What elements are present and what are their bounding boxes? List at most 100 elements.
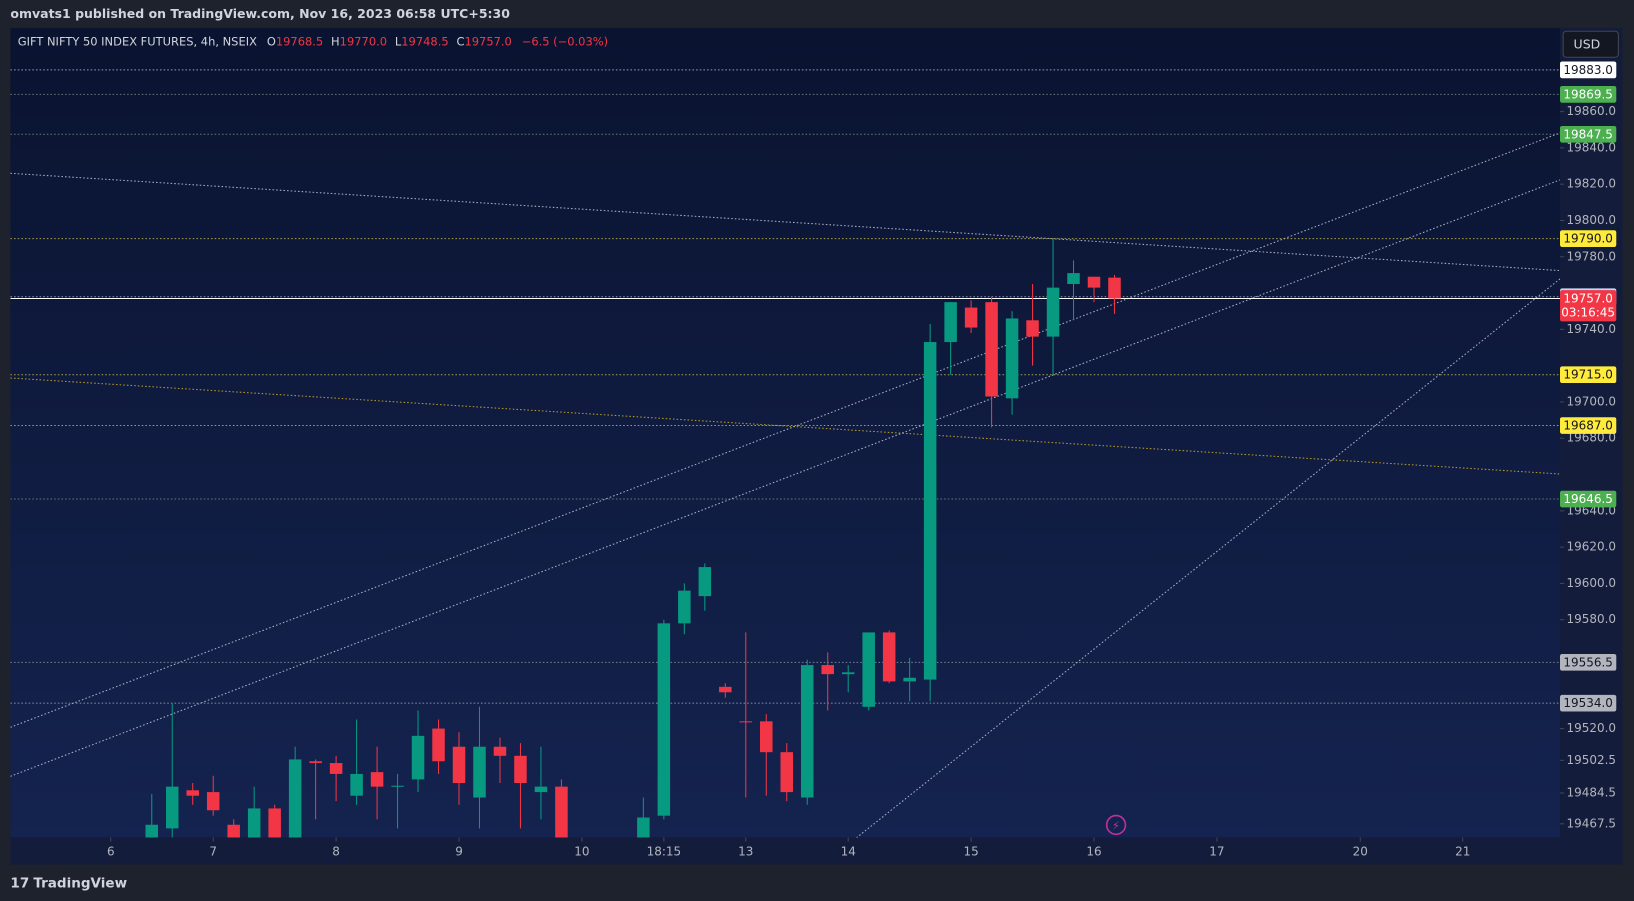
x-tick-label: 10 [574,845,589,859]
currency[interactable]: USD [1574,36,1601,51]
trend-line [10,179,1561,777]
plot-area [10,28,1561,838]
legend-value: 19768.5 [276,34,323,48]
candle-body [678,590,691,624]
candle-body [329,763,343,774]
y-tick-label: 19680.0 [1567,431,1617,445]
x-tick-label: 8 [332,845,340,859]
alert-icon[interactable] [1105,814,1127,836]
candle-body [862,632,875,707]
x-tick-label: 18:15 [647,845,682,859]
candle-body [739,721,753,723]
price-tag [1560,86,1617,103]
candle-body [452,746,466,784]
candle-body [1026,320,1039,337]
candle-body [555,786,568,838]
y-tick-label: 19600.0 [1567,576,1617,590]
x-tick-label: 6 [107,845,115,859]
legend-value: 19770.0 [340,34,387,48]
price-tag [1560,417,1617,434]
candle-body [1005,318,1019,399]
candle-body [1046,287,1060,337]
x-tick-label: 17 [1209,845,1224,859]
trend-line [856,278,1561,838]
candle-body [841,672,855,675]
y-tick-label: 19840.0 [1567,140,1617,154]
candle-body [698,567,712,597]
symbol: GIFT NIFTY 50 INDEX FUTURES, 4h, NSEIX [18,34,257,48]
candle-body [411,735,425,780]
candle-body [186,790,199,796]
candle-body [800,665,814,798]
price-tag [1560,290,1617,322]
y-tick-label: 19467.5 [1567,816,1617,830]
y-tick-label: 19580.0 [1567,612,1617,626]
candle-body [821,665,834,675]
x-tick-label: 14 [841,845,856,859]
countdown: 03:16:45 [1561,306,1615,320]
price-tag-label: 19715.0 [1563,368,1613,382]
legend: GIFT NIFTY 50 INDEX FUTURES, 4h, NSEIX O… [18,34,608,48]
alert-glyph[interactable]: ⚡ [1112,819,1120,833]
plot [10,69,1561,838]
candle-body [944,302,957,343]
x-tick-label: 13 [738,845,753,859]
candle-body [432,728,445,762]
y-tick-label: 19700.0 [1567,394,1617,408]
candle-body [903,677,916,682]
currency-button[interactable] [1562,30,1619,58]
y-tick-label: 19860.0 [1567,104,1617,118]
x-tick-label: 20 [1353,845,1368,859]
price-tag [1560,654,1617,671]
y-tick-label: 19620.0 [1567,540,1617,554]
x-tick-label: 9 [455,845,463,859]
candle-body [391,785,404,787]
legend-change: −6.5 (−0.03%) [522,34,608,48]
candle-body [268,808,281,838]
candle-body [657,623,671,816]
candle-body [882,632,896,682]
price-tag-label: 19757.0 [1563,292,1613,306]
legend-o: O [267,34,276,48]
x-tick-label: 21 [1455,845,1470,859]
time-axis [10,837,1623,865]
candle-body [780,752,794,793]
price-tag-label: 19790.0 [1563,232,1613,246]
brand-logo: 17 [10,875,29,891]
legend-h: H [331,34,340,48]
candle-body [514,755,527,784]
legend-value: 19748.5 [401,34,448,48]
candle-body [985,302,998,397]
price-tag-label: 19646.5 [1563,492,1613,506]
candle-body [923,342,937,680]
candle-body [247,808,261,838]
price-tag-label: 19869.5 [1563,87,1613,101]
candle-body [473,746,486,798]
legend-l: L [395,34,402,48]
y-tick-label: 19780.0 [1567,249,1617,263]
candle-body [493,746,507,756]
y-tick-label: 19502.5 [1567,753,1617,767]
price-tag-label: 19534.0 [1563,696,1613,710]
x-tick-label: 7 [209,845,217,859]
candle-body [1108,277,1121,299]
candle-body [206,792,220,811]
legend-value: 19757.0 [464,34,511,48]
price-tag-label: 19687.0 [1563,419,1613,433]
candle-body [309,761,322,764]
y-tick-label: 19820.0 [1567,177,1617,191]
candle-body [964,307,978,328]
price-tag-label: 19556.5 [1563,655,1613,669]
candle-body [719,686,732,693]
price-tag-label: 19883.0 [1563,63,1613,77]
price-tag-label: 19847.5 [1563,127,1613,141]
price-tag [1560,125,1617,143]
candle-body [227,824,240,838]
legend-c: C [456,34,464,48]
publish-info: omvats1 published on TradingView.com, No… [10,6,510,21]
candle-body [288,759,302,838]
price-tag [1560,366,1617,384]
trend-line [10,132,1561,728]
candle-body [637,817,650,838]
candle-body [1087,276,1101,288]
